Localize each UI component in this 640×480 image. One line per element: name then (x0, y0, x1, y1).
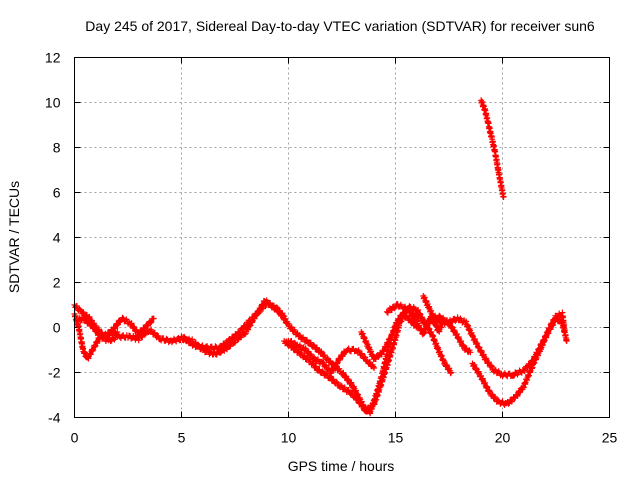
x-tick-label: 5 (178, 430, 186, 446)
series-sat-j (420, 293, 446, 335)
chart-title: Day 245 of 2017, Sidereal Day-to-day VTE… (85, 18, 595, 34)
x-axis-title: GPS time / hours (288, 458, 395, 474)
y-tick-label: 12 (45, 50, 61, 66)
y-tick-label: -2 (48, 365, 61, 381)
y-tick-label: 0 (53, 320, 61, 336)
series-sat-g (358, 303, 455, 377)
x-tick-label: 25 (602, 430, 618, 446)
x-tick-label: 15 (388, 430, 404, 446)
y-tick-label: 10 (45, 95, 61, 111)
tick-labels: 0 5 10 15 20 25 -4 -2 0 2 4 6 8 10 12 (45, 50, 618, 446)
y-axis-title: SDTVAR / TECUs (6, 181, 22, 293)
x-tick-label: 0 (71, 430, 79, 446)
y-tick-label: 8 (53, 140, 61, 156)
y-tick-label: 4 (53, 230, 61, 246)
x-tick-label: 20 (495, 430, 511, 446)
data-points (71, 97, 570, 417)
series-sat-k (478, 97, 507, 200)
series-sat-h (383, 301, 474, 356)
series-sat-d (178, 297, 288, 353)
y-tick-label: 2 (53, 275, 61, 291)
y-tick-label: 6 (53, 185, 61, 201)
series-sat-i (469, 309, 568, 408)
series-sat-e (285, 338, 378, 377)
y-tick-label: -4 (48, 410, 61, 426)
plot-frame (74, 57, 610, 418)
x-tick-label: 10 (281, 430, 297, 446)
